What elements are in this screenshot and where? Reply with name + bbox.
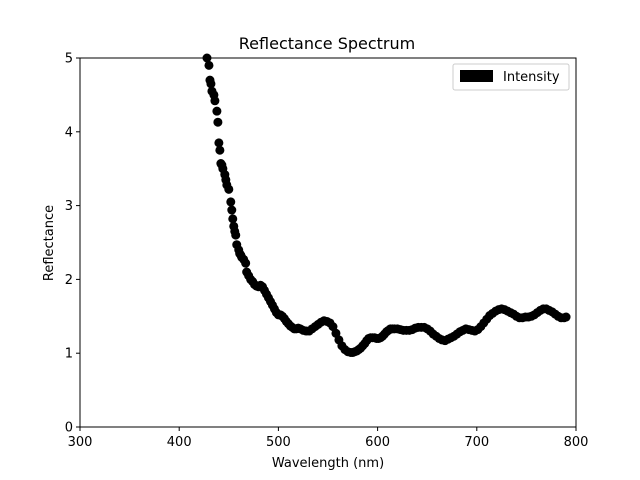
y-axis-ticks: 0 1 2 3 4 5 — [65, 52, 80, 436]
y-axis-title: Reflectance — [42, 205, 57, 281]
y-tick-label: 1 — [65, 347, 73, 362]
x-tick-label: 800 — [564, 435, 589, 450]
data-point — [215, 145, 225, 155]
data-point — [213, 117, 223, 127]
x-tick-label: 500 — [266, 435, 291, 450]
data-point — [227, 205, 237, 215]
x-axis-ticks: 300 400 500 600 700 800 — [68, 427, 589, 450]
data-point — [212, 106, 222, 116]
legend: Intensity — [452, 63, 570, 91]
y-tick-label: 3 — [65, 199, 73, 214]
x-axis-title: Wavelength (nm) — [272, 456, 384, 471]
legend-swatch — [460, 70, 493, 82]
y-tick-label: 5 — [65, 52, 73, 67]
chart-title: Reflectance Spectrum — [239, 34, 415, 53]
data-point — [214, 138, 224, 148]
data-point — [210, 96, 220, 106]
y-tick-label: 0 — [65, 421, 73, 436]
data-point — [231, 230, 241, 240]
data-point — [224, 184, 234, 194]
y-tick-label: 4 — [65, 125, 73, 140]
data-point — [228, 214, 238, 224]
legend-label: Intensity — [503, 70, 560, 85]
plot-frame — [79, 57, 577, 428]
data-point — [241, 258, 251, 268]
y-tick-label: 2 — [65, 273, 73, 288]
x-tick-label: 700 — [464, 435, 489, 450]
data-point — [561, 312, 571, 322]
data-point — [206, 79, 216, 89]
data-point — [204, 60, 214, 70]
data-points — [202, 53, 571, 357]
x-tick-label: 600 — [365, 435, 390, 450]
data-point — [226, 197, 236, 207]
x-tick-label: 300 — [68, 435, 93, 450]
x-tick-label: 400 — [167, 435, 192, 450]
